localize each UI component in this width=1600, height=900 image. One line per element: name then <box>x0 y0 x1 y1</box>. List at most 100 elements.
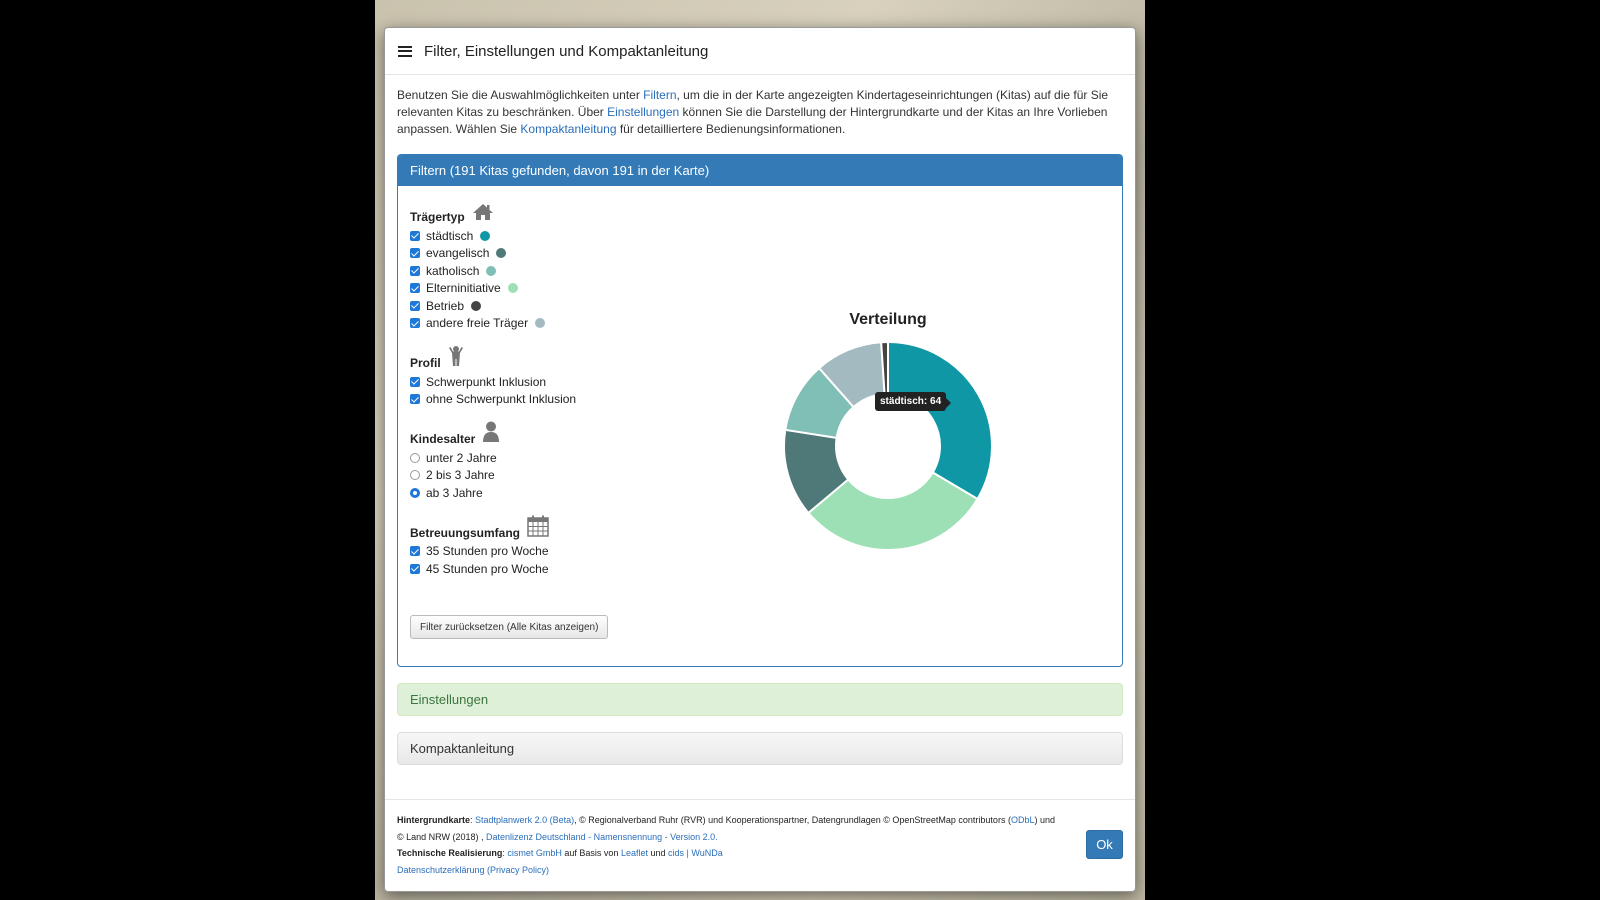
license-link[interactable]: Datenlizenz Deutschland - Namensnennung … <box>486 831 718 842</box>
donut-chart <box>783 340 993 551</box>
color-dot-icon <box>471 300 482 311</box>
checkbox[interactable] <box>410 300 420 311</box>
pie-slice-0[interactable] <box>887 340 993 501</box>
color-dot-icon <box>496 248 507 259</box>
color-dot-icon <box>480 230 491 241</box>
kindesalter-option[interactable]: ab 3 Jahre <box>410 484 730 502</box>
footer-text-part: und <box>647 848 669 858</box>
modal-footer: Hintergrundkarte: Stadtplanwerk 2.0 (Bet… <box>385 799 1135 891</box>
checkbox[interactable] <box>410 394 420 405</box>
modal-title: Filter, Einstellungen und Kompaktanleitu… <box>424 42 709 60</box>
intro-text-part: für detailliertere Bedienungsinformation… <box>616 122 846 136</box>
betreuungsumfang-option-label: 35 Stunden pro Woche <box>426 544 549 559</box>
traegertyp-option-label: katholisch <box>426 263 480 278</box>
distribution-chart: Verteilung städtisch: 64 <box>778 306 998 556</box>
settings-link[interactable]: Einstellungen <box>607 105 680 119</box>
radio-button[interactable] <box>410 470 420 481</box>
betreuungsumfang-option[interactable]: 35 Stunden pro Woche <box>410 543 730 561</box>
profil-option-label: ohne Schwerpunkt Inklusion <box>426 392 577 407</box>
odbl-link[interactable]: ODbL <box>1010 815 1035 825</box>
kindesalter-option[interactable]: 2 bis 3 Jahre <box>410 467 730 485</box>
cismet-link[interactable]: cismet GmbH <box>507 848 562 858</box>
traegertyp-option[interactable]: Elterninitiative <box>410 280 730 298</box>
stadtplanwerk-link[interactable]: Stadtplanwerk 2.0 (Beta) <box>475 815 575 825</box>
betreuungsumfang-option-label: 45 Stunden pro Woche <box>426 561 549 576</box>
profil-title-label: Profil <box>410 356 441 370</box>
kindesalter-option-label: ab 3 Jahre <box>426 485 483 500</box>
settings-accordion[interactable]: Einstellungen <box>397 683 1123 716</box>
checkbox[interactable] <box>410 283 420 294</box>
checkbox[interactable] <box>410 318 420 329</box>
color-dot-icon <box>507 283 518 294</box>
user-icon <box>482 421 500 446</box>
intro-text-part: Benutzen Sie die Auswahlmöglichkeiten un… <box>397 88 644 102</box>
footer-text-part: ) und © Land NRW (2018) , <box>397 815 1055 842</box>
profil-option-label: Schwerpunkt Inklusion <box>426 374 547 389</box>
guide-accordion[interactable]: Kompaktanleitung <box>397 732 1123 765</box>
traegertyp-option[interactable]: evangelisch <box>410 245 730 263</box>
kindesalter-title-label: Kindesalter <box>410 432 476 446</box>
betreuungsumfang-option[interactable]: 45 Stunden pro Woche <box>410 560 730 578</box>
traegertyp-option-label: andere freie Träger <box>426 316 529 331</box>
checkbox[interactable] <box>410 546 420 557</box>
checkbox[interactable] <box>410 376 420 387</box>
child-icon <box>448 345 464 370</box>
intro-text-part: können Sie die Darstellung der Hintergru… <box>397 105 1108 136</box>
filter-options: Trägertyp städtisch evangelisch katholisch… <box>410 200 730 578</box>
filter-modal: Filter, Einstellungen und Kompaktanleitu… <box>384 27 1136 892</box>
pie-slice-1[interactable] <box>806 471 979 551</box>
traegertyp-option-label: Elterninitiative <box>426 281 501 296</box>
checkbox[interactable] <box>410 230 420 241</box>
filter-panel-heading[interactable]: Filtern (191 Kitas gefunden, davon 191 i… <box>398 155 1122 186</box>
betreuungsumfang-title: Betreuungsumfang <box>410 515 730 540</box>
color-dot-icon <box>486 265 497 276</box>
traegertyp-title: Trägertyp <box>410 200 730 224</box>
traegertyp-option[interactable]: andere freie Träger <box>410 315 730 333</box>
ok-button[interactable]: Ok <box>1086 830 1123 859</box>
checkbox[interactable] <box>410 248 420 259</box>
checkbox[interactable] <box>410 265 420 276</box>
traegertyp-option[interactable]: Betrieb <box>410 297 730 315</box>
footer-text: Hintergrundkarte: Stadtplanwerk 2.0 (Bet… <box>397 815 1055 875</box>
kindesalter-option-label: unter 2 Jahre <box>426 450 497 465</box>
checkbox[interactable] <box>410 563 420 574</box>
profil-list: Schwerpunkt Inklusion ohne Schwerpunkt In… <box>410 373 730 408</box>
footer-tech-label: Technische Realisierung <box>397 848 503 858</box>
calendar-icon <box>527 515 549 540</box>
footer-map-label: Hintergrundkarte <box>397 815 471 825</box>
kindesalter-option[interactable]: unter 2 Jahre <box>410 449 730 467</box>
betreuungsumfang-title-label: Betreuungsumfang <box>410 525 521 540</box>
filter-link[interactable]: Filtern <box>643 88 677 102</box>
reset-filter-button[interactable]: Filter zurücksetzen (Alle Kitas anzeigen… <box>410 615 609 639</box>
chart-title: Verteilung <box>849 311 927 328</box>
traegertyp-list: städtisch evangelisch katholisch Elterninit… <box>410 227 730 332</box>
radio-button[interactable] <box>410 487 420 498</box>
intro-text: Benutzen Sie die Auswahlmöglichkeiten un… <box>397 87 1123 138</box>
traegertyp-title-label: Trägertyp <box>410 210 465 224</box>
profil-title: Profil <box>410 346 730 370</box>
profil-option[interactable]: Schwerpunkt Inklusion <box>410 373 730 391</box>
betreuungsumfang-list: 35 Stunden pro Woche 45 Stunden pro Woche <box>410 543 730 578</box>
traegertyp-option[interactable]: katholisch <box>410 262 730 280</box>
filter-panel-body: Trägertyp städtisch evangelisch katholisch… <box>398 186 1122 666</box>
traegertyp-option-label: städtisch <box>426 228 474 243</box>
menu-icon[interactable] <box>398 45 412 57</box>
traegertyp-option-label: evangelisch <box>426 246 490 261</box>
kindesalter-list: unter 2 Jahre 2 bis 3 Jahre ab 3 Jahre <box>410 449 730 502</box>
traegertyp-option-label: Betrieb <box>426 298 465 313</box>
intro-text-part: , um die in der Karte angezeigten Kinder… <box>397 88 1109 119</box>
guide-link[interactable]: Kompaktanleitung <box>520 122 617 136</box>
footer-text-part: , © Regionalverband Ruhr (RVR) und Koope… <box>574 815 1011 825</box>
radio-button[interactable] <box>410 452 420 463</box>
cids-link[interactable]: cids | WuNDa <box>668 848 723 858</box>
traegertyp-option[interactable]: städtisch <box>410 227 730 245</box>
filter-panel: Filtern (191 Kitas gefunden, davon 191 i… <box>397 154 1123 667</box>
leaflet-link[interactable]: Leaflet <box>620 848 648 858</box>
color-dot-icon <box>535 318 546 329</box>
chart-tooltip: städtisch: 64 <box>875 392 952 411</box>
profil-option[interactable]: ohne Schwerpunkt Inklusion <box>410 391 730 409</box>
house-icon <box>472 203 494 224</box>
privacy-link[interactable]: Datenschutzerklärung (Privacy Policy) <box>397 864 550 875</box>
kindesalter-option-label: 2 bis 3 Jahre <box>426 468 495 483</box>
modal-header: Filter, Einstellungen und Kompaktanleitu… <box>385 28 1135 75</box>
